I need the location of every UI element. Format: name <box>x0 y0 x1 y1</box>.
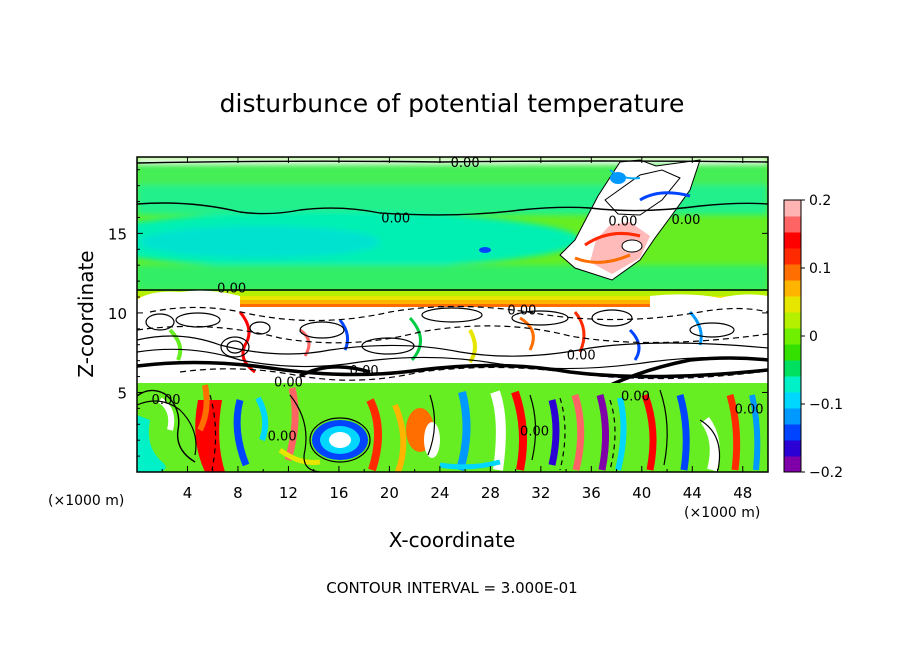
x-tick-label: 16 <box>329 484 348 502</box>
contour-label: 0.00 <box>507 304 536 319</box>
colorbar-swatch <box>784 360 801 377</box>
lower-layer <box>137 383 768 472</box>
x-tick-label: 8 <box>233 484 243 502</box>
colorbar-swatch <box>784 216 801 233</box>
y-axis-title: Z-coordinate <box>74 250 98 377</box>
upper-right-anomaly <box>559 159 701 281</box>
colorbar-swatch <box>784 408 801 425</box>
colorbar-swatch <box>784 264 801 281</box>
contour-labels: 0.00 0.00 0.00 0.00 0.00 0.00 0.00 0.00 0.00 0.00… <box>152 156 764 444</box>
x-tick-label: 28 <box>481 484 500 502</box>
x-tick-label: 44 <box>683 484 702 502</box>
x-tick-label: 24 <box>430 484 449 502</box>
colorbar: 0.2 0.1 0 −0.1 −0.2 <box>783 193 843 481</box>
plot-frame <box>136 156 769 473</box>
colorbar-swatch <box>784 232 801 249</box>
contour-label: 0.00 <box>520 425 549 440</box>
colorbar-swatch <box>784 328 801 345</box>
tropopause <box>137 289 768 307</box>
x-tick-label: 40 <box>632 484 651 502</box>
contour-label: 0.00 <box>608 215 637 230</box>
contour-label: 0.00 <box>735 402 764 417</box>
x-tick-label: 20 <box>380 484 399 502</box>
x-unit-left: (×1000 m) <box>48 493 124 509</box>
y-axis: 5 10 15 <box>108 169 768 457</box>
x-tick-label: 32 <box>531 484 550 502</box>
plot-area: 0.00 0.00 0.00 0.00 0.00 0.00 0.00 0.00 0.00 0.00… <box>137 156 768 472</box>
contour-label: 0.00 <box>567 348 596 363</box>
y-tick-label: 10 <box>108 305 127 323</box>
x-tick-label: 48 <box>733 484 752 502</box>
colorbar-swatch <box>784 424 801 441</box>
contour-label: 0.00 <box>381 211 410 226</box>
colorbar-swatch <box>784 344 801 361</box>
colorbar-swatch <box>784 376 801 393</box>
colorbar-swatch <box>784 456 801 473</box>
colorbar-tick-label: 0.2 <box>809 193 831 209</box>
colorbar-swatch <box>784 248 801 265</box>
colorbar-swatch <box>784 280 801 297</box>
y-tick-label: 15 <box>108 225 127 243</box>
x-tick-label: 4 <box>183 484 193 502</box>
colorbar-swatch <box>784 440 801 457</box>
y-tick-label: 5 <box>117 384 127 402</box>
contour-label: 0.00 <box>671 213 700 228</box>
upper-speck <box>479 247 491 253</box>
x-axis: 4 8 12 16 20 24 28 32 36 40 44 48 <box>161 157 752 502</box>
contour-label: 0.00 <box>268 429 297 444</box>
colorbar-swatch <box>784 200 801 217</box>
contour-label: 0.00 <box>274 375 303 390</box>
colorbar-swatch <box>784 312 801 329</box>
contour-label: 0.00 <box>350 364 379 379</box>
contour-label: 0.00 <box>217 281 246 296</box>
chart-title: disturbunce of potential temperature <box>220 89 685 118</box>
colorbar-swatch <box>784 296 801 313</box>
contour-label: 0.00 <box>621 390 650 405</box>
x-tick-label: 36 <box>582 484 601 502</box>
contour-interval-note: CONTOUR INTERVAL = 3.000E-01 <box>326 579 577 597</box>
colorbar-tick-label: −0.1 <box>809 397 843 413</box>
x-unit-right: (×1000 m) <box>684 505 760 521</box>
colorbar-tick-label: −0.2 <box>809 465 843 481</box>
upper-layer <box>137 157 768 291</box>
x-axis-title: X-coordinate <box>389 528 516 552</box>
colorbar-tick-label: 0.1 <box>809 261 831 277</box>
contour-label: 0.00 <box>152 393 181 408</box>
colorbar-swatch <box>784 392 801 409</box>
colorbar-tick-label: 0 <box>809 329 818 345</box>
contour-label: 0.00 <box>451 156 480 171</box>
mid-layer <box>137 290 768 392</box>
x-tick-label: 12 <box>279 484 298 502</box>
